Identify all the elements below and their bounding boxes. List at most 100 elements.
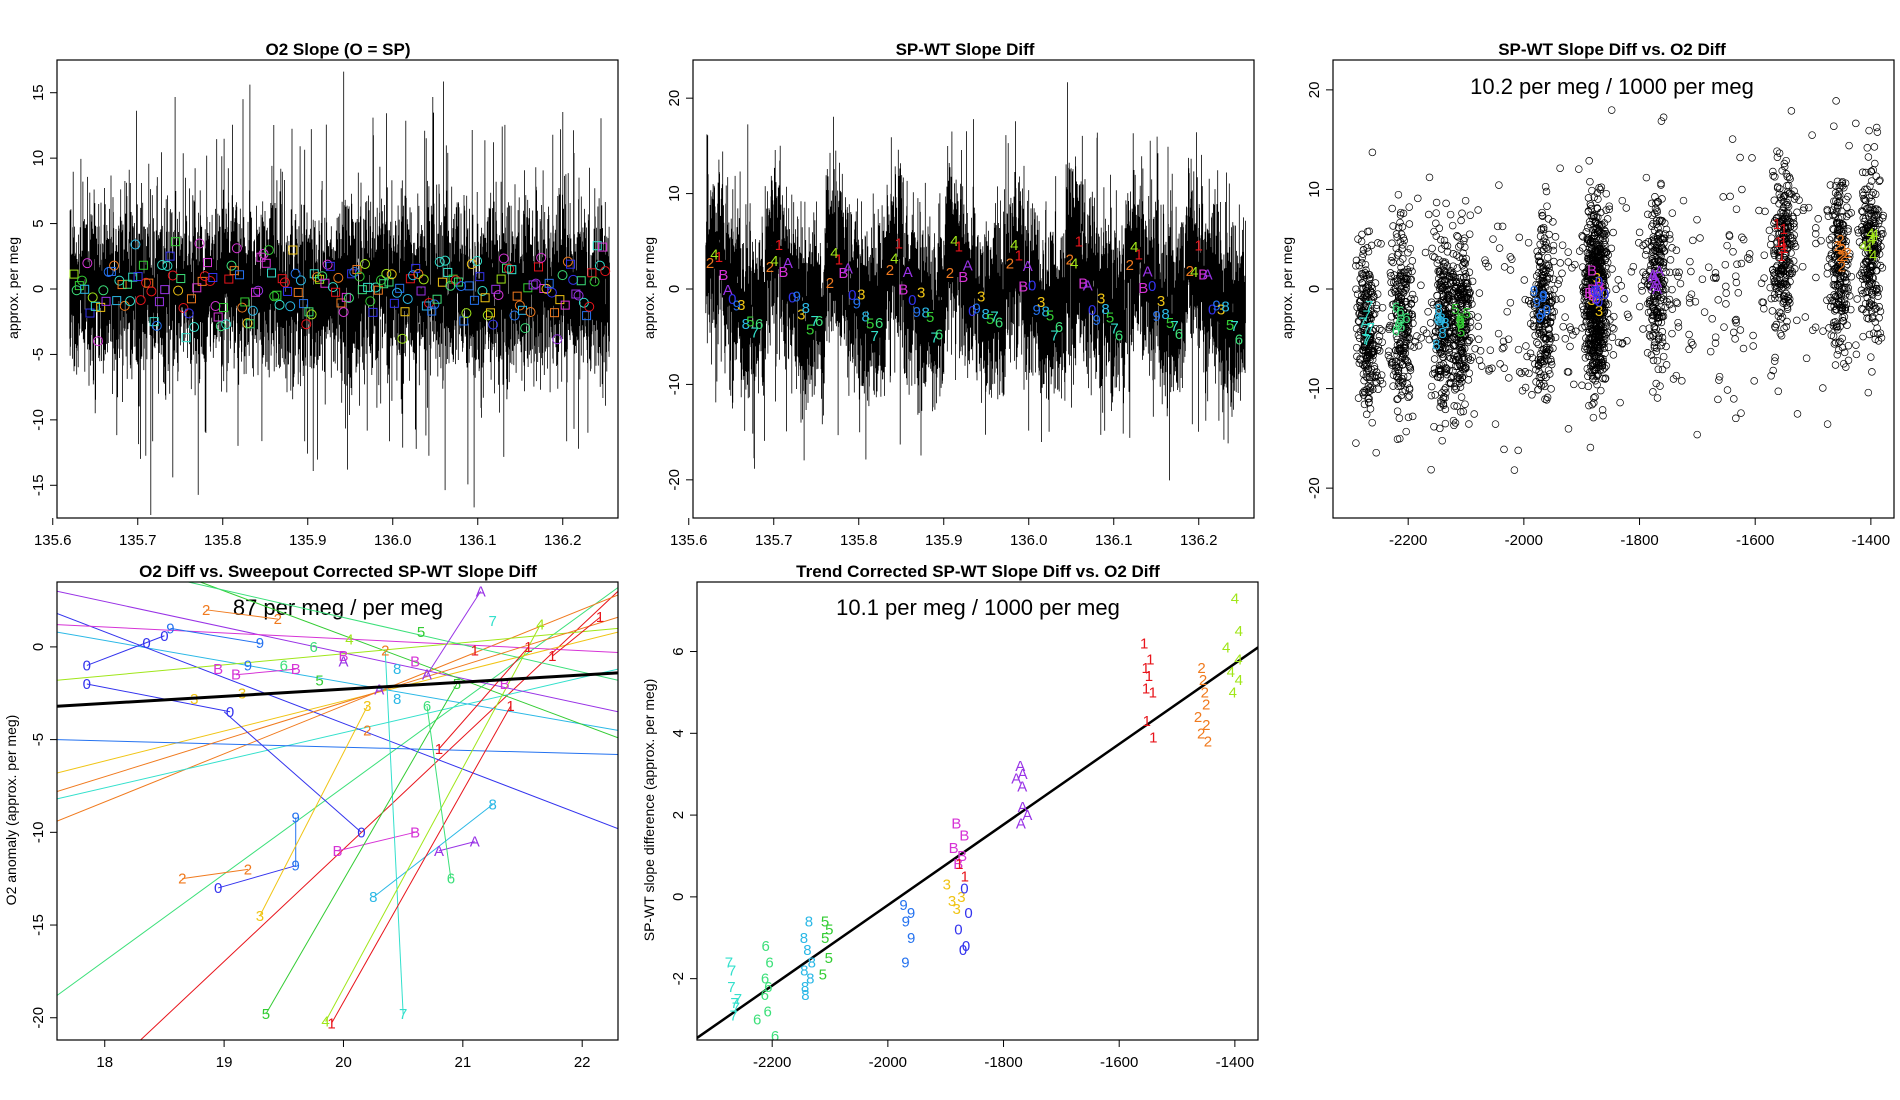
scatter-point — [1361, 363, 1369, 371]
scatter-point — [1398, 349, 1406, 357]
sample-label: 2 — [946, 265, 954, 282]
scatter-point — [1834, 192, 1843, 200]
scatter-point — [1830, 307, 1839, 315]
cluster-label: 8 — [1432, 336, 1440, 353]
marker-square — [186, 294, 196, 304]
scatter-point — [1594, 331, 1603, 339]
scatter-point — [1789, 257, 1798, 265]
sample-label: 1 — [1075, 233, 1083, 250]
scatter-point — [1452, 251, 1461, 259]
scatter-point — [1389, 382, 1397, 390]
connector-line — [331, 705, 512, 1024]
scatter-point — [1775, 251, 1784, 260]
scatter-point — [1592, 259, 1601, 268]
scatter-point — [1435, 284, 1444, 293]
scatter-point — [1408, 257, 1417, 265]
scatter-point — [1786, 189, 1794, 198]
scatter-point — [1550, 257, 1558, 266]
scatter-point — [1647, 277, 1655, 286]
scatter-point — [1558, 241, 1567, 249]
scatter-point — [1846, 292, 1854, 300]
sample-label: 0 — [1028, 278, 1036, 295]
scatter-point — [1414, 341, 1423, 350]
connector-line — [259, 706, 368, 916]
y-tick-label: -5 — [30, 733, 47, 746]
scatter-point — [1590, 394, 1598, 402]
scatter-point — [1451, 419, 1460, 427]
scatter-point — [1368, 327, 1377, 335]
scatter-point — [1450, 306, 1458, 314]
scatter-point — [1649, 311, 1658, 319]
scatter-point — [1819, 384, 1827, 392]
scatter-point — [1353, 290, 1362, 298]
marker-circle — [514, 300, 525, 311]
scatter-point — [1772, 320, 1781, 329]
scatter-point — [1650, 341, 1659, 350]
marker-square — [480, 293, 490, 303]
sample-label: 5 — [819, 967, 827, 984]
scatter-point — [1686, 257, 1694, 266]
sample-label: 6 — [309, 639, 317, 656]
sample-label: 9 — [256, 635, 264, 652]
sample-label: 9 — [853, 295, 861, 312]
scatter-point — [1847, 305, 1855, 314]
scatter-point — [1679, 196, 1688, 205]
marker-square — [395, 283, 405, 293]
scatter-point — [1457, 393, 1466, 401]
x-tick-label: 21 — [454, 1054, 471, 1071]
scatter-point — [1600, 268, 1609, 276]
marker-circle — [365, 296, 376, 307]
scatter-point — [1768, 266, 1777, 274]
scatter-point — [1538, 346, 1546, 354]
scatter-point — [1359, 346, 1368, 354]
scatter-point — [1652, 199, 1660, 208]
scatter-point — [1400, 323, 1409, 332]
marker-square — [523, 283, 533, 293]
sample-label: B — [898, 281, 908, 298]
scatter-point — [1405, 385, 1414, 394]
scatter-point — [1394, 190, 1403, 199]
scatter-point — [1652, 217, 1661, 225]
sample-label: 9 — [244, 657, 252, 674]
scatter-point — [1547, 334, 1555, 343]
scatter-point — [1441, 384, 1450, 392]
scatter-point — [1506, 253, 1515, 261]
y-tick-label: 5 — [30, 219, 47, 227]
scatter-point — [1459, 407, 1468, 416]
sample-label: 0 — [214, 880, 222, 897]
scatter-point — [1594, 323, 1603, 331]
scatter-point — [1831, 280, 1839, 289]
scatter-point — [1706, 347, 1715, 356]
panel-title: Trend Corrected SP-WT Slope Diff vs. O2 … — [796, 562, 1160, 581]
scatter-point — [1440, 236, 1449, 245]
scatter-point — [1373, 290, 1382, 298]
scatter-point — [1456, 241, 1465, 249]
sample-label: 8 — [802, 300, 810, 317]
scatter-point — [1595, 267, 1604, 275]
panel-title: O2 Diff vs. Sweepout Corrected SP-WT Slo… — [139, 562, 537, 581]
scatter-point — [1649, 388, 1657, 396]
scatter-point — [1584, 194, 1593, 202]
scatter-point — [1352, 285, 1360, 293]
scatter-point — [1650, 322, 1659, 331]
sample-label: 4 — [1070, 256, 1078, 273]
scatter-point — [1587, 283, 1596, 292]
scatter-point — [1657, 217, 1666, 226]
scatter-point — [1431, 327, 1440, 336]
scatter-point — [1844, 284, 1852, 292]
scatter-point — [1535, 367, 1543, 376]
scatter-point — [1368, 418, 1376, 427]
scatter-point — [1541, 395, 1549, 403]
scatter-point — [1397, 272, 1406, 281]
marker-square — [293, 287, 303, 297]
scatter-point — [1650, 343, 1659, 352]
marker-square — [331, 287, 341, 297]
scatter-point — [1592, 284, 1600, 292]
marker-circle — [488, 319, 499, 330]
scatter-point — [1827, 241, 1835, 249]
scatter-point — [1582, 317, 1591, 326]
sample-label: 2 — [1204, 733, 1212, 750]
marker-circle — [573, 290, 584, 301]
scatter-point — [1533, 338, 1541, 347]
scatter-point — [1459, 258, 1468, 266]
